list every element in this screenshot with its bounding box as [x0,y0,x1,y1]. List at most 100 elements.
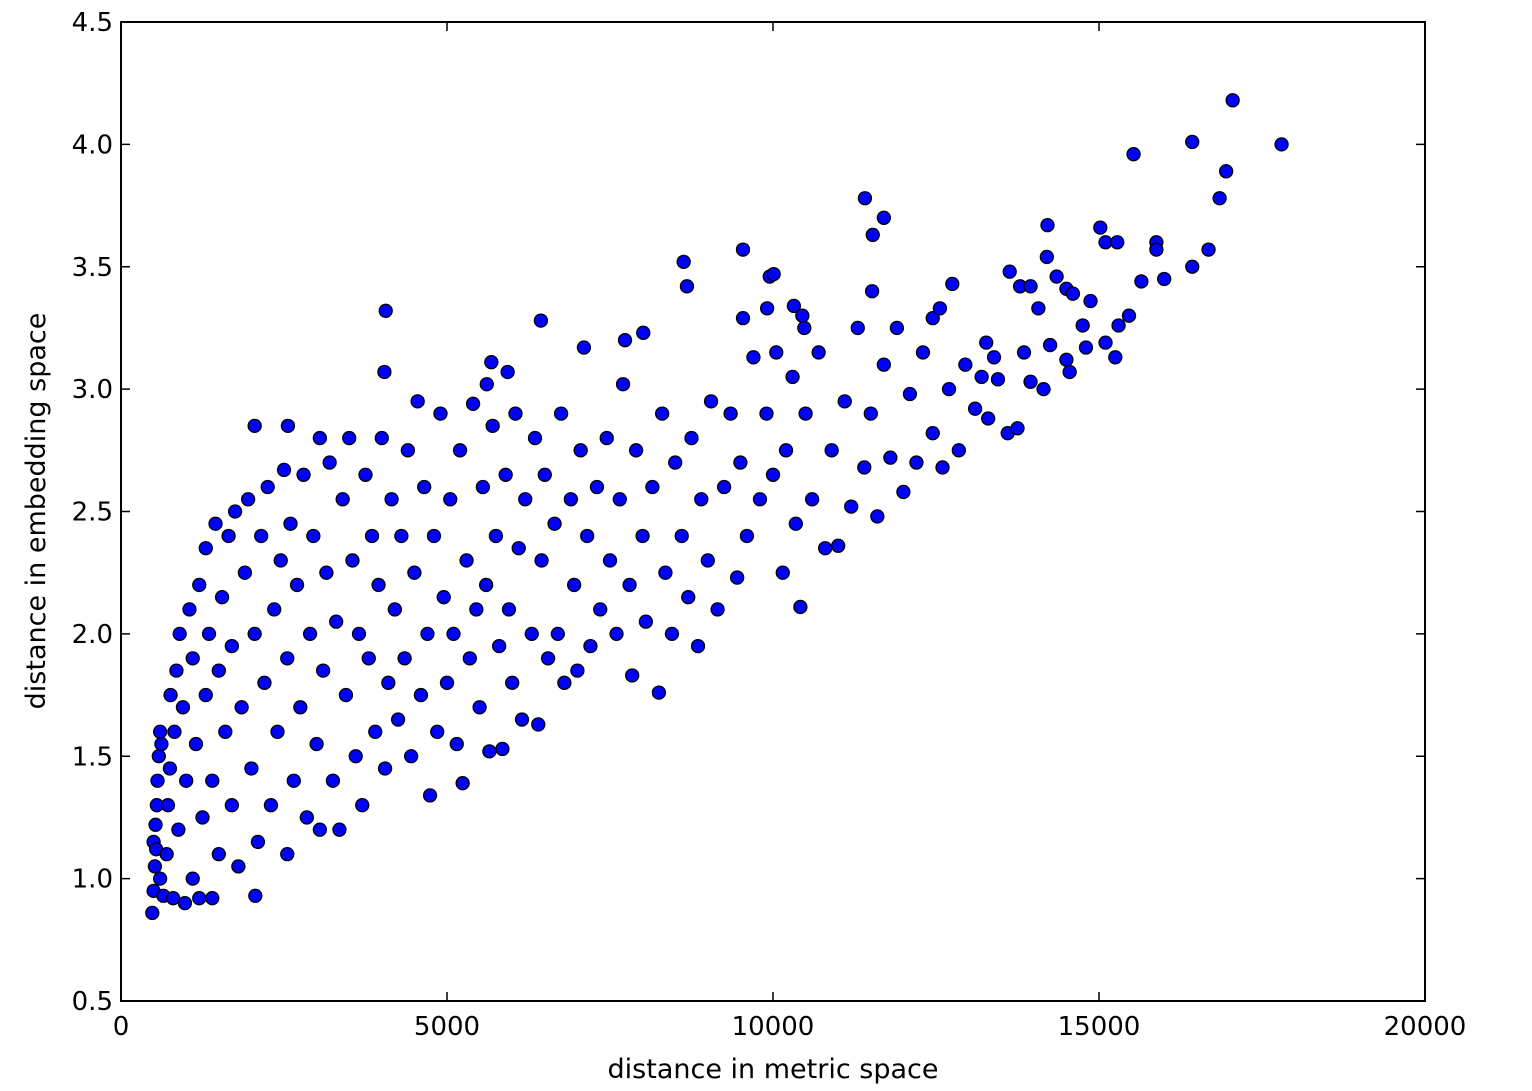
data-point [231,859,246,874]
data-point [188,736,204,752]
data-point [681,590,696,605]
data-point [967,401,983,416]
data-point [151,749,166,764]
data-point [426,528,442,544]
data-point [837,394,852,409]
data-point [602,553,618,568]
data-point [198,541,213,556]
data-point [227,504,243,519]
data-point [876,357,891,372]
data-point [465,396,481,411]
data-point [250,834,266,850]
data-point [348,749,363,764]
data-point [1108,350,1123,365]
data-point [739,528,755,544]
data-point [407,565,422,580]
data-point [534,553,549,568]
data-point [234,700,249,715]
data-point [1078,340,1094,355]
data-point [433,406,448,421]
data-point [211,663,226,678]
data-point [769,345,784,360]
data-point [296,467,311,482]
data-point [462,651,477,666]
data-point [915,345,931,360]
data-point [374,430,389,446]
data-point [1010,421,1025,436]
data-point [818,541,833,556]
y-tick-label: 1.0 [72,865,113,895]
data-point [759,301,775,316]
y-tick-label: 1.5 [72,742,113,772]
data-point [759,406,774,421]
data-point [478,577,494,593]
data-point [289,577,305,593]
data-point [831,538,846,553]
data-point [531,717,546,732]
data-point [850,320,865,336]
data-point [167,724,182,739]
data-point [570,663,585,678]
data-point [377,364,392,380]
data-point [589,479,605,495]
data-point [221,528,236,544]
data-point [1039,249,1054,265]
data-point [240,492,256,507]
data-point [617,333,633,348]
data-point [302,626,318,642]
data-point [286,773,301,788]
data-point [355,798,370,813]
data-point [824,443,839,458]
data-point [179,773,194,788]
data-point [469,602,484,617]
data-point [166,891,181,906]
data-point [182,602,197,617]
data-point [889,320,905,336]
data-point [668,455,683,470]
data-point [390,712,406,727]
data-point [925,426,940,441]
data-point [645,479,660,495]
y-tick-label: 0.5 [72,987,113,1017]
data-point [152,871,168,886]
data-point [403,749,419,764]
data-point [413,687,429,703]
data-point [1134,274,1149,289]
data-point [909,455,924,470]
data-point [795,308,810,323]
data-point [716,479,732,495]
data-point [364,528,380,544]
data-point [247,626,262,642]
data-point [540,651,556,666]
data-point [501,602,517,617]
data-point [1201,242,1216,257]
data-point [475,479,491,495]
data-point [147,859,163,874]
data-point [636,325,651,340]
data-point [446,626,461,642]
data-point [148,817,163,832]
data-point [746,350,761,365]
data-point [345,553,360,568]
data-point [986,350,1002,365]
data-point [224,798,239,813]
data-point [797,320,812,336]
data-point [500,364,515,380]
data-point [171,822,186,837]
data-point [248,888,263,903]
data-point [267,602,282,617]
data-point [857,460,872,475]
data-point [1111,318,1126,333]
data-point [788,516,803,531]
data-point [700,553,715,568]
data-points [145,93,1289,921]
data-point [211,847,226,862]
data-point [1157,271,1172,287]
data-point [175,700,191,715]
x-axis: 0 5000 10000 15000 20000 [113,22,1466,1042]
data-point [397,651,412,666]
data-point [615,377,631,392]
data-point [735,242,751,257]
data-point [612,492,627,507]
data-point [674,528,689,544]
